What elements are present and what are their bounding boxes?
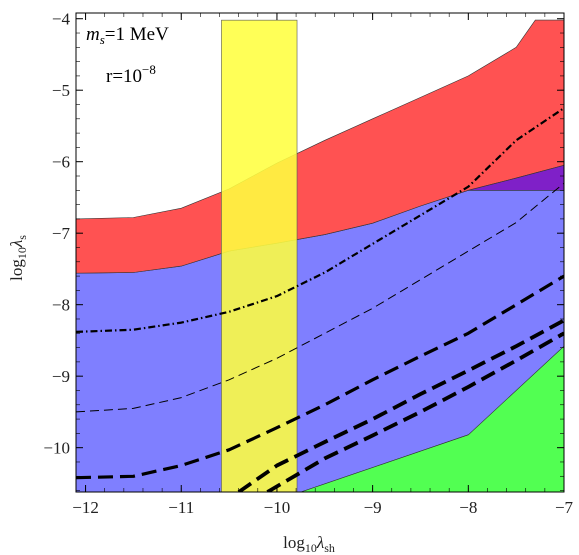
x-axis-title: log10λsh: [283, 533, 335, 555]
thick-dashed-curve-3: [266, 331, 564, 492]
x-tick-label: −11: [168, 498, 194, 517]
thin-dashed-curve: [76, 182, 564, 413]
plot-frame: [75, 12, 565, 493]
x-tick-label: −12: [72, 498, 99, 517]
y-tick-label: −4: [52, 10, 71, 29]
thick-dashed-curve-1: [76, 274, 564, 480]
y-tick-label: −5: [52, 81, 70, 100]
y-tick-label: −9: [52, 367, 70, 386]
annotation-mass: ms=1 MeV: [86, 24, 169, 47]
y-tick-label: −6: [52, 153, 70, 172]
regions-layer: [76, 19, 564, 492]
yellow-band: [221, 19, 298, 492]
annotation-ratio: r=10−8: [106, 62, 156, 87]
dash-dot-curve: [76, 107, 564, 333]
x-tick-label: −9: [364, 498, 382, 517]
y-axis-title: log10λs: [7, 235, 29, 281]
region-green: [300, 345, 564, 492]
y-tick-label: −8: [52, 296, 70, 315]
curves-layer: [76, 107, 564, 492]
y-tick-label: −7: [52, 224, 71, 243]
ticks-layer: [76, 13, 565, 492]
band-layer: [221, 19, 298, 492]
y-tick-label: −10: [43, 439, 70, 458]
thick-dashed-curve-2: [237, 318, 564, 492]
x-tick-label: −8: [459, 498, 477, 517]
x-tick-label: −7: [555, 498, 574, 517]
tick-labels-layer: −12 −11 −10 −9 −8 −7 −4 −5 −6 −7 −8 −9 −10: [43, 10, 573, 517]
region-purple: [468, 164, 564, 191]
x-tick-label: −10: [264, 498, 291, 517]
